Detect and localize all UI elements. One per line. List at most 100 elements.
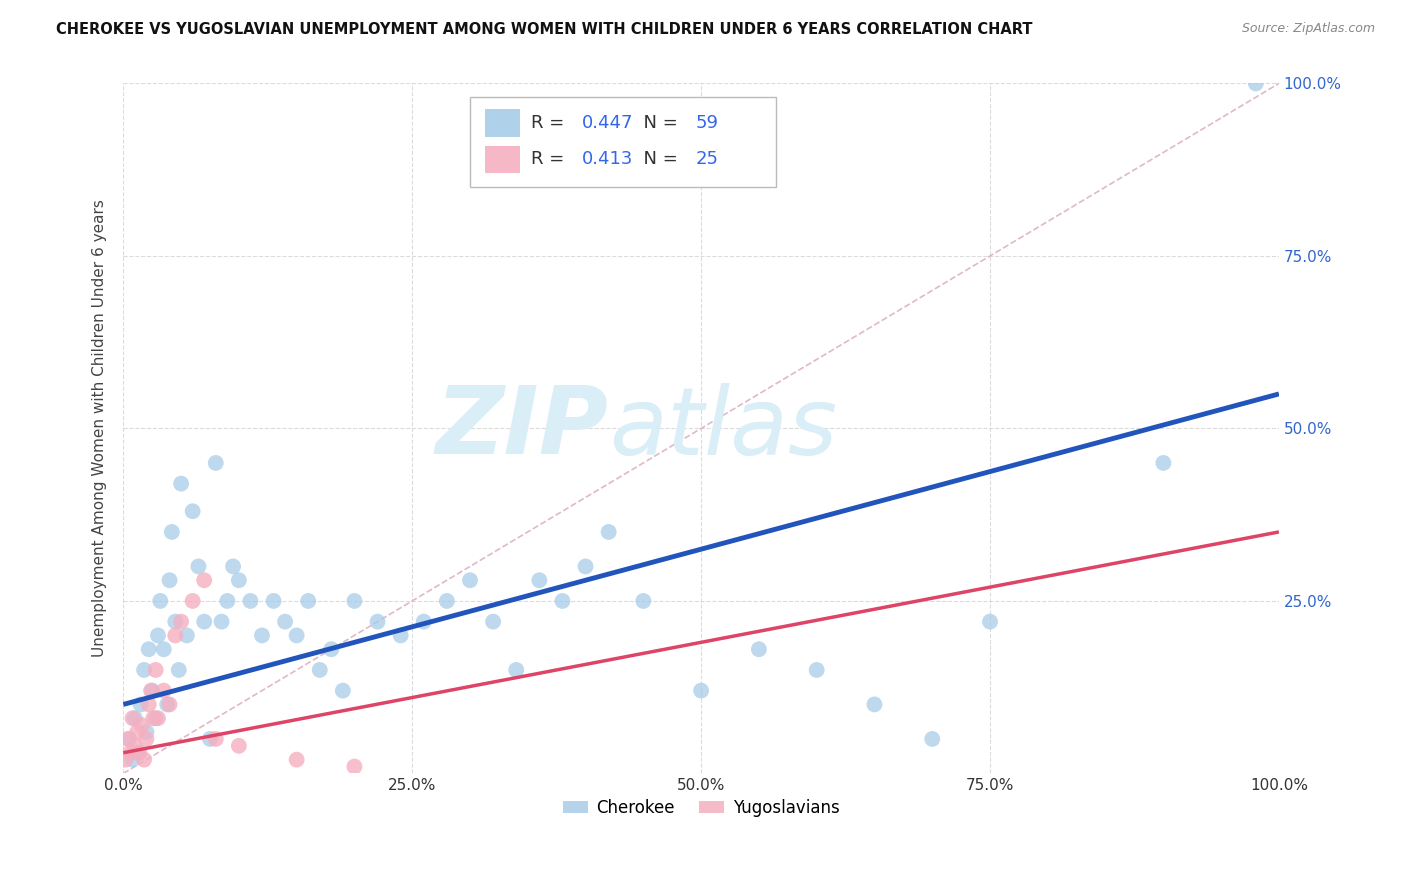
Point [114,753,136,767]
Point [285,628,308,642]
Point [132,663,155,677]
Text: N =: N = [631,114,683,132]
FancyBboxPatch shape [485,145,520,173]
Point [332,683,354,698]
Point [121,711,143,725]
Point [690,683,713,698]
Point [250,628,273,642]
Point [167,663,190,677]
Point [132,753,155,767]
Point [187,559,209,574]
Point [156,698,179,712]
Legend: Cherokee, Yugoslavians: Cherokee, Yugoslavians [555,792,846,823]
Point [239,594,262,608]
Point [121,753,143,767]
Point [505,663,527,677]
Point [436,594,458,608]
Point [321,642,343,657]
Point [131,718,153,732]
Point [921,731,943,746]
Point [146,711,169,725]
Point [170,476,193,491]
Point [138,642,160,657]
Point [222,559,245,574]
Point [118,731,141,746]
Point [120,746,142,760]
Point [181,504,204,518]
Point [152,683,174,698]
Point [129,698,152,712]
Point [217,594,239,608]
Point [139,683,162,698]
Point [124,739,146,753]
Point [389,628,412,642]
Point [127,746,149,760]
Text: Source: ZipAtlas.com: Source: ZipAtlas.com [1241,22,1375,36]
Text: 0.413: 0.413 [582,151,634,169]
Point [979,615,1001,629]
Point [633,594,655,608]
Point [458,573,481,587]
Point [159,698,181,712]
Point [228,739,250,753]
Text: CHEROKEE VS YUGOSLAVIAN UNEMPLOYMENT AMONG WOMEN WITH CHILDREN UNDER 6 YEARS COR: CHEROKEE VS YUGOSLAVIAN UNEMPLOYMENT AMO… [56,22,1033,37]
Point [1152,456,1174,470]
Point [308,663,330,677]
Point [145,663,167,677]
Point [127,725,149,739]
Point [1244,77,1267,91]
Point [142,711,165,725]
Point [343,759,366,773]
Text: 59: 59 [696,114,718,132]
Point [204,731,226,746]
Text: 25: 25 [696,151,718,169]
Point [285,753,308,767]
Point [482,615,505,629]
Point [149,594,172,608]
Point [193,615,215,629]
Point [598,524,620,539]
Point [574,559,596,574]
Point [748,642,770,657]
Point [228,573,250,587]
Point [211,615,233,629]
Point [159,573,181,587]
Point [135,725,157,739]
Text: N =: N = [631,151,683,169]
Point [160,524,183,539]
Point [117,731,139,746]
Point [367,615,389,629]
Text: 0.447: 0.447 [582,114,634,132]
Text: ZIP: ZIP [436,383,609,475]
Point [343,594,366,608]
Point [152,642,174,657]
Point [165,615,187,629]
Point [863,698,886,712]
Text: R =: R = [531,114,571,132]
Point [141,683,163,698]
Point [181,594,204,608]
Point [146,628,169,642]
Y-axis label: Unemployment Among Women with Children Under 6 years: Unemployment Among Women with Children U… [93,200,107,657]
Point [274,615,297,629]
Point [412,615,434,629]
Point [198,731,221,746]
Point [204,456,226,470]
Point [145,711,167,725]
Point [529,573,551,587]
Point [128,746,150,760]
FancyBboxPatch shape [470,97,776,187]
Text: R =: R = [531,151,571,169]
Point [138,698,160,712]
Point [263,594,285,608]
Point [165,628,187,642]
Point [176,628,198,642]
Text: atlas: atlas [609,383,837,474]
Point [297,594,319,608]
Point [806,663,828,677]
Point [551,594,574,608]
Point [193,573,215,587]
Point [170,615,193,629]
Point [135,731,157,746]
FancyBboxPatch shape [485,109,520,136]
